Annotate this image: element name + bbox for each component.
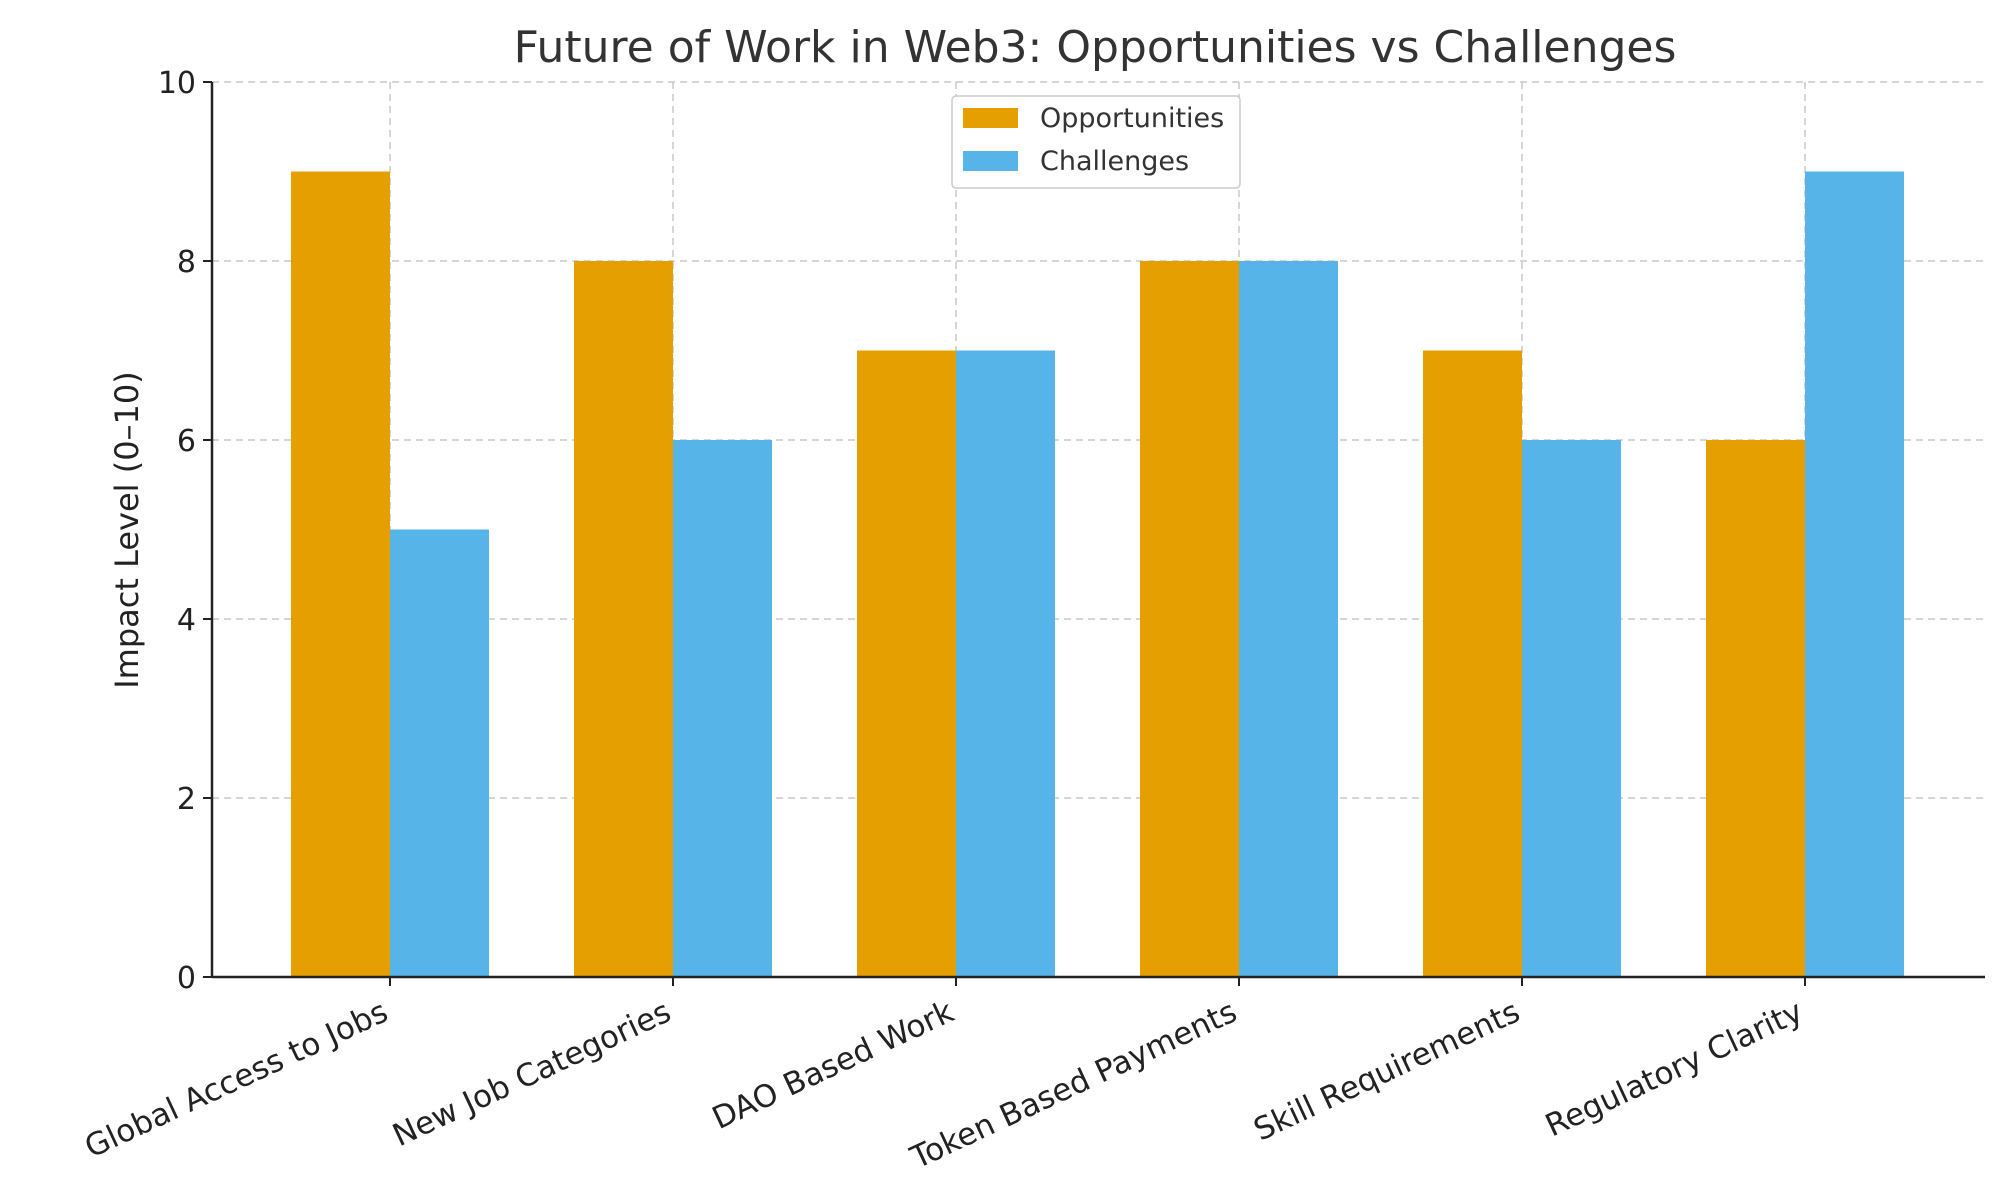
bar-challenges-2 [673,440,772,977]
x-tick-label: Skill Requirements [1248,994,1525,1149]
bar-opportunities-6 [1706,440,1805,977]
bar-opportunities-5 [1423,350,1522,977]
axes-layer [210,82,1985,979]
y-tick-label: 4 [177,603,196,638]
legend-label-challenges: Challenges [1040,146,1189,177]
bar-opportunities-3 [857,350,956,977]
bar-challenges-3 [956,350,1055,977]
x-tick-label: New Job Categories [387,994,676,1154]
y-tick-label: 8 [177,245,196,280]
bar-opportunities-4 [1140,261,1239,977]
x-tick-label: Global Access to Jobs [79,994,393,1166]
y-tick-label: 6 [177,424,196,459]
x-tick-label: Regulatory Clarity [1540,994,1808,1145]
legend-swatch-challenges [963,151,1018,171]
legend-swatch-opportunities [963,108,1018,128]
bars-layer [291,171,1904,977]
bar-challenges-5 [1522,440,1621,977]
y-axis-label: Impact Level (0–10) [108,371,146,689]
x-tick-label: DAO Based Work [707,994,959,1137]
y-tick-label: 0 [177,961,196,996]
y-tick-label: 2 [177,782,196,817]
legend-label-opportunities: Opportunities [1040,103,1224,134]
bar-challenges-4 [1239,261,1338,977]
bar-opportunities-1 [291,171,390,977]
legend: Opportunities Challenges [951,95,1241,189]
bar-challenges-1 [390,529,489,977]
chart-title: Future of Work in Web3: Opportunities vs… [514,22,1677,73]
legend-box [951,95,1241,189]
bar-opportunities-2 [574,261,673,977]
bar-challenges-6 [1805,171,1904,977]
y-tick-label: 10 [158,66,196,101]
